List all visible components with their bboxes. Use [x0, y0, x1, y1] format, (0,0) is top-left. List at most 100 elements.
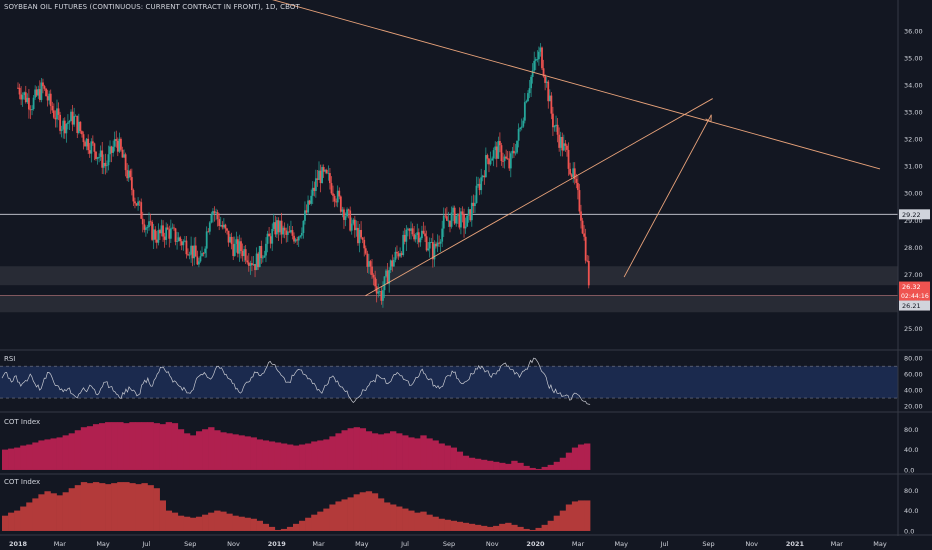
- candle[interactable]: [51, 105, 54, 111]
- candle[interactable]: [488, 158, 490, 165]
- candle[interactable]: [400, 253, 403, 255]
- candle[interactable]: [185, 240, 188, 255]
- candle[interactable]: [502, 161, 504, 162]
- rsi-pane[interactable]: [0, 357, 898, 405]
- candle[interactable]: [402, 234, 405, 255]
- candle[interactable]: [296, 239, 299, 241]
- candle[interactable]: [525, 101, 528, 103]
- candle[interactable]: [140, 202, 143, 219]
- candle[interactable]: [531, 70, 534, 77]
- candle[interactable]: [24, 92, 27, 103]
- candle[interactable]: [229, 236, 231, 243]
- candle[interactable]: [154, 229, 157, 240]
- candle[interactable]: [126, 170, 129, 179]
- candle[interactable]: [313, 187, 316, 191]
- candle[interactable]: [34, 89, 37, 98]
- candle[interactable]: [544, 76, 547, 83]
- candle[interactable]: [417, 232, 420, 243]
- candle[interactable]: [436, 242, 439, 247]
- candle[interactable]: [455, 215, 458, 224]
- candle[interactable]: [327, 173, 330, 174]
- candle[interactable]: [347, 209, 350, 211]
- candle[interactable]: [364, 248, 367, 254]
- candle[interactable]: [547, 81, 550, 102]
- candle[interactable]: [555, 124, 557, 127]
- candle[interactable]: [48, 93, 51, 101]
- candle[interactable]: [369, 261, 372, 267]
- candle[interactable]: [261, 257, 264, 259]
- candle[interactable]: [343, 209, 345, 220]
- candle[interactable]: [497, 141, 500, 159]
- candle[interactable]: [255, 253, 258, 271]
- candle[interactable]: [286, 231, 289, 235]
- candle[interactable]: [383, 276, 386, 291]
- candle[interactable]: [182, 241, 185, 246]
- candle[interactable]: [416, 232, 419, 236]
- candle[interactable]: [386, 270, 389, 284]
- candle[interactable]: [232, 244, 235, 256]
- candle[interactable]: [414, 235, 417, 240]
- candle[interactable]: [104, 162, 107, 167]
- candle[interactable]: [503, 156, 506, 162]
- candle[interactable]: [580, 211, 582, 221]
- candle[interactable]: [304, 210, 306, 221]
- candle[interactable]: [198, 261, 200, 265]
- candle[interactable]: [285, 230, 288, 235]
- trendline[interactable]: [365, 98, 713, 297]
- candle[interactable]: [107, 154, 110, 166]
- candle[interactable]: [57, 108, 60, 115]
- candle[interactable]: [174, 228, 177, 242]
- candle[interactable]: [40, 82, 43, 100]
- candle[interactable]: [421, 230, 423, 239]
- candle[interactable]: [325, 169, 328, 174]
- candle[interactable]: [141, 218, 144, 225]
- candle[interactable]: [349, 210, 352, 231]
- candle[interactable]: [528, 88, 531, 94]
- candle[interactable]: [377, 291, 380, 294]
- candle[interactable]: [427, 248, 430, 251]
- candle[interactable]: [101, 150, 104, 168]
- candle[interactable]: [169, 228, 172, 239]
- candle[interactable]: [587, 261, 590, 286]
- candle[interactable]: [243, 249, 246, 257]
- candle[interactable]: [321, 167, 324, 184]
- candle[interactable]: [221, 225, 224, 228]
- candle[interactable]: [62, 120, 65, 130]
- candle[interactable]: [205, 231, 208, 249]
- candle[interactable]: [516, 140, 518, 153]
- candle[interactable]: [444, 215, 447, 217]
- candle[interactable]: [162, 225, 164, 237]
- candle[interactable]: [152, 229, 155, 240]
- candle[interactable]: [527, 93, 529, 102]
- candle[interactable]: [425, 236, 428, 251]
- candle[interactable]: [236, 239, 239, 254]
- candle[interactable]: [486, 155, 489, 159]
- candle[interactable]: [336, 190, 339, 203]
- candle[interactable]: [439, 241, 442, 244]
- candle[interactable]: [93, 143, 96, 152]
- candle[interactable]: [449, 220, 451, 227]
- candle[interactable]: [428, 242, 431, 249]
- candle[interactable]: [227, 230, 230, 243]
- candle[interactable]: [584, 236, 587, 261]
- candle[interactable]: [102, 162, 105, 168]
- candle[interactable]: [495, 146, 498, 159]
- candle[interactable]: [52, 110, 55, 118]
- candle[interactable]: [562, 143, 565, 151]
- candle[interactable]: [294, 239, 297, 242]
- candle[interactable]: [346, 209, 348, 217]
- candle[interactable]: [218, 219, 221, 226]
- candle[interactable]: [127, 170, 130, 179]
- candle[interactable]: [60, 129, 63, 131]
- candle[interactable]: [96, 157, 99, 159]
- candle[interactable]: [120, 138, 122, 150]
- candle[interactable]: [481, 175, 484, 178]
- candle[interactable]: [176, 241, 178, 242]
- candle[interactable]: [280, 220, 283, 235]
- candle[interactable]: [207, 231, 210, 233]
- candle[interactable]: [464, 226, 467, 229]
- candle[interactable]: [433, 243, 436, 260]
- candle[interactable]: [183, 240, 186, 242]
- candle[interactable]: [90, 141, 93, 154]
- candle[interactable]: [500, 145, 503, 162]
